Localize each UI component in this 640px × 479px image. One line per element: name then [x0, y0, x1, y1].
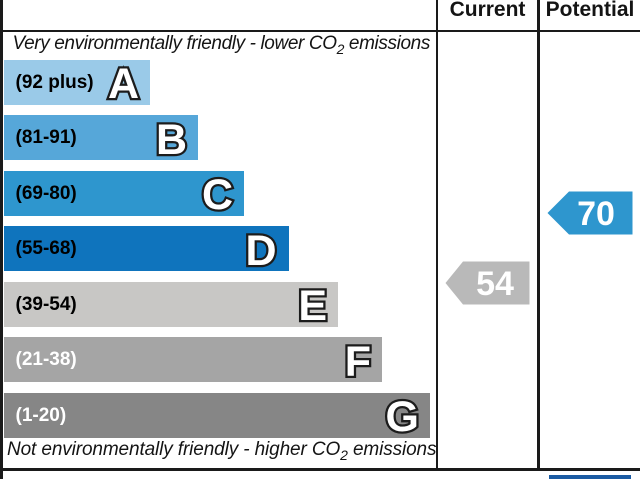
- svg-text:70: 70: [577, 195, 615, 233]
- svg-text:54: 54: [476, 265, 514, 303]
